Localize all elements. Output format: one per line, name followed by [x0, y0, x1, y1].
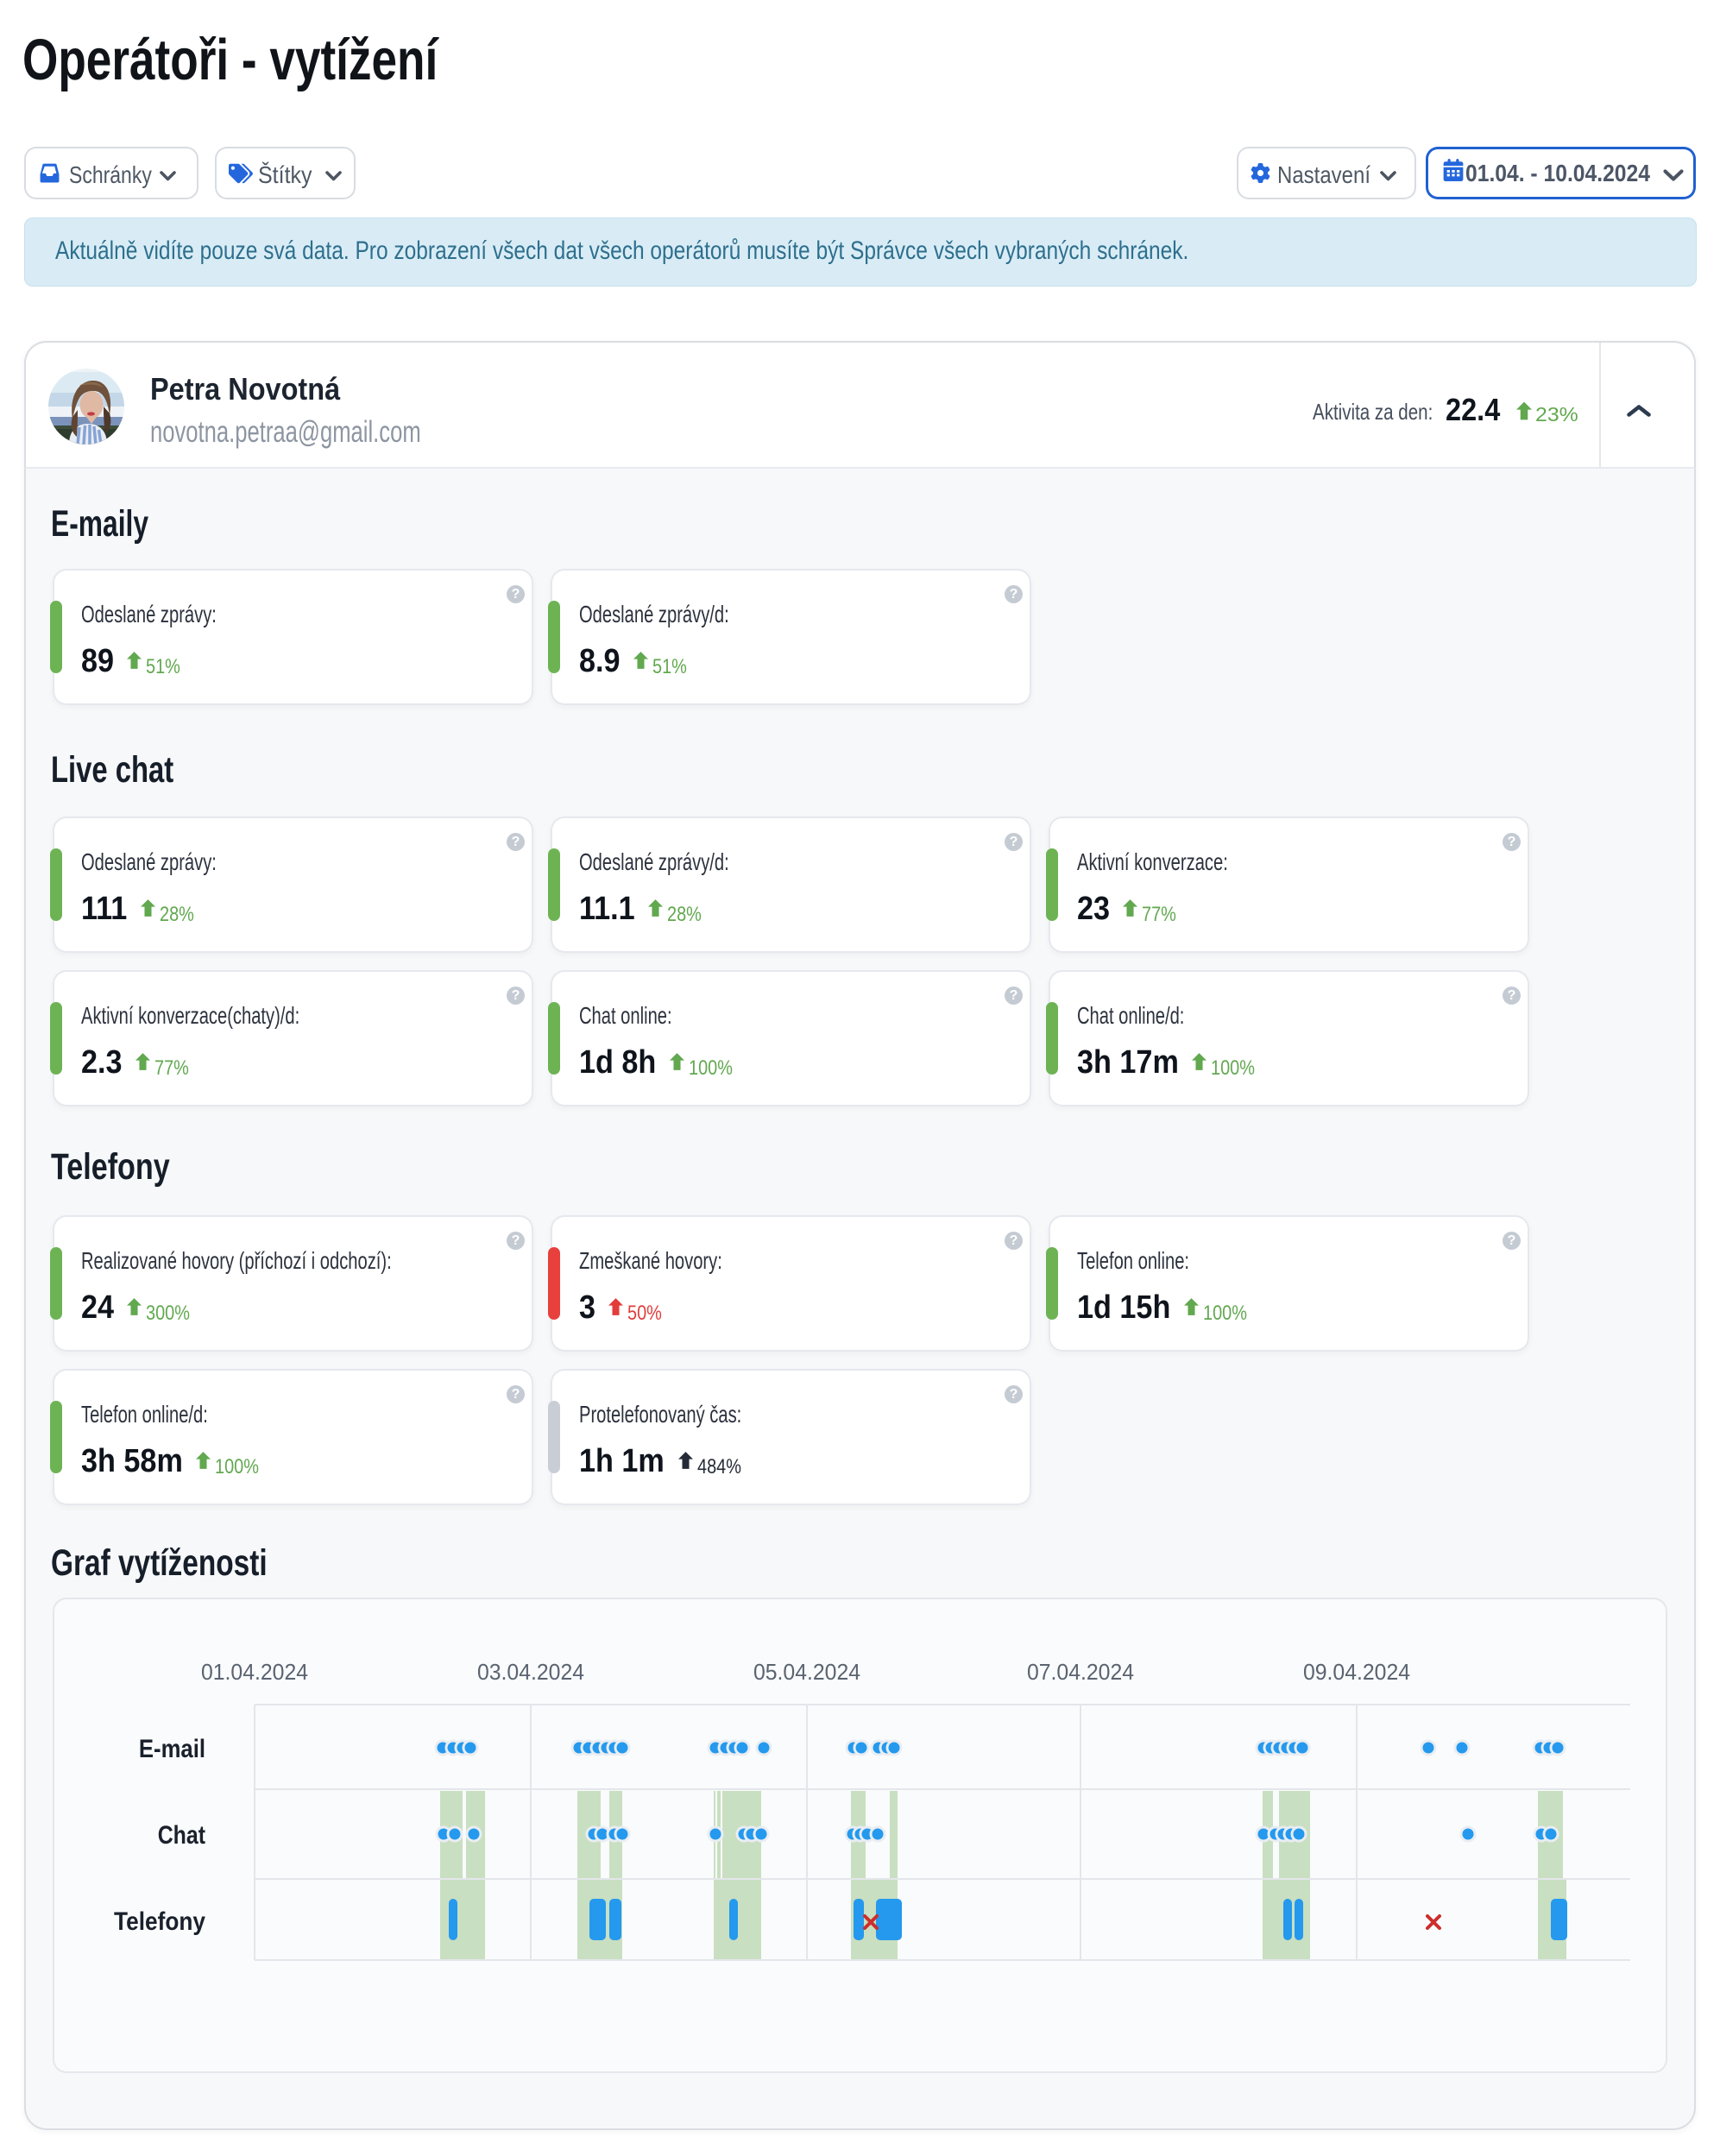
svg-text:E-mail: E-mail [139, 1734, 205, 1762]
svg-text:09.04.2024: 09.04.2024 [1303, 1660, 1410, 1685]
svg-text:Chat: Chat [158, 1820, 205, 1850]
svg-text:03.04.2024: 03.04.2024 [477, 1660, 584, 1685]
svg-text:01.04.2024: 01.04.2024 [201, 1660, 308, 1685]
svg-text:07.04.2024: 07.04.2024 [1027, 1660, 1134, 1685]
svg-text:Telefony: Telefony [114, 1906, 205, 1935]
svg-text:05.04.2024: 05.04.2024 [753, 1660, 860, 1685]
